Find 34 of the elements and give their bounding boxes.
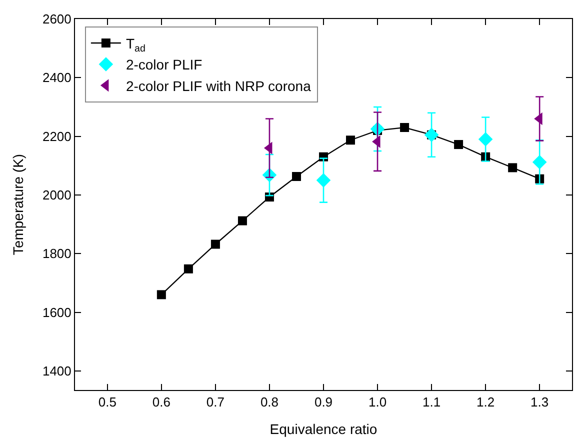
x-tick-label: 0.8 bbox=[260, 394, 279, 410]
x-tick-label: 1.1 bbox=[422, 394, 441, 410]
point bbox=[508, 163, 518, 172]
x-tick-label: 1.0 bbox=[368, 394, 387, 410]
point bbox=[210, 240, 220, 249]
point bbox=[424, 128, 439, 142]
y-tick-label: 2600 bbox=[42, 12, 72, 27]
y-tick-label: 1800 bbox=[42, 246, 72, 262]
x-tick-label: 1.2 bbox=[476, 394, 495, 410]
point bbox=[400, 123, 410, 132]
x-tick-label: 0.5 bbox=[98, 394, 116, 410]
point bbox=[454, 140, 464, 150]
point bbox=[238, 216, 247, 226]
legend-label: T$_{ad}$ bbox=[126, 35, 146, 54]
x-tick-label: 0.9 bbox=[314, 394, 333, 410]
point bbox=[532, 154, 547, 170]
legend-label: 2-color PLIF with NRP corona bbox=[126, 78, 312, 94]
point bbox=[346, 136, 356, 145]
point bbox=[156, 290, 166, 300]
y-tick-label: 1600 bbox=[42, 304, 72, 320]
y-tick-label: 2400 bbox=[42, 70, 72, 86]
point bbox=[478, 132, 493, 146]
x-tick-label: 1.3 bbox=[530, 394, 549, 410]
y-tick-label: 1400 bbox=[42, 363, 72, 378]
point bbox=[184, 264, 193, 274]
y-tick-label: 2200 bbox=[42, 128, 72, 144]
y-tick-label: 2000 bbox=[42, 188, 72, 203]
x-axis-title: Equivalence ratio bbox=[270, 420, 378, 437]
point bbox=[292, 172, 301, 181]
x-tick-label: 0.6 bbox=[152, 394, 170, 410]
y-axis-title: Temperature (K) bbox=[10, 154, 26, 256]
legend-label: 2-color PLIF bbox=[126, 56, 202, 73]
x-tick-label: 0.7 bbox=[206, 394, 224, 410]
point bbox=[316, 173, 331, 188]
